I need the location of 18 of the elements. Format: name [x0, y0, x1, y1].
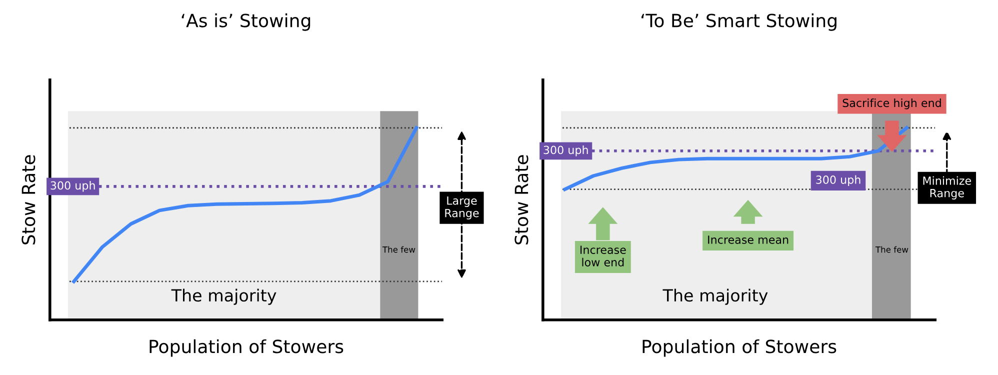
chart-title: ‘To Be’ Smart Stowing [642, 13, 836, 31]
annotation: The few [382, 246, 416, 253]
annotation: The few [875, 246, 908, 253]
ref-line-label: 300 uph [50, 181, 95, 192]
x-axis-title: Population of Stowers [150, 339, 344, 357]
annotation: The majority [171, 288, 276, 305]
annotation: Increase mean [708, 236, 788, 244]
annotation: Minimize Range [923, 176, 971, 200]
chart-title: ‘As is’ Stowing [182, 13, 310, 31]
ref-line-label: 300 uph [544, 146, 588, 156]
y-axis-title: Stow Rate [514, 155, 528, 244]
annotation: Increase low end [580, 246, 626, 266]
annotation: 300 uph [816, 175, 860, 186]
annotation: The majority [662, 288, 768, 305]
x-axis-title: Population of Stowers [642, 339, 836, 357]
text: Large Range [445, 196, 479, 220]
y-axis-title: Stow Rate [22, 155, 36, 244]
text: Sacrifice high end [842, 98, 941, 110]
